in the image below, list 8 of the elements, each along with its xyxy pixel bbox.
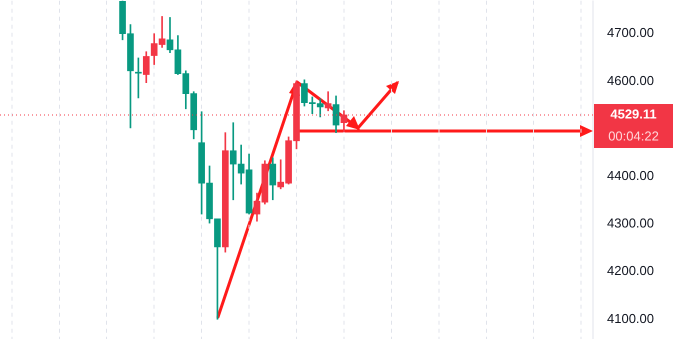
ref-line-label: 4529.11 [610, 106, 657, 122]
y-tick-label: 4300.00 [607, 216, 654, 231]
y-tick-label: 4400.00 [607, 168, 654, 184]
y-tick-label: 4100.00 [607, 310, 654, 326]
y-tick-label: 4200.00 [607, 263, 654, 278]
text: 00:04:22 [608, 128, 659, 144]
y-tick-label: 4700.00 [607, 25, 654, 40]
y-tick-label: 4600.00 [607, 72, 654, 88]
